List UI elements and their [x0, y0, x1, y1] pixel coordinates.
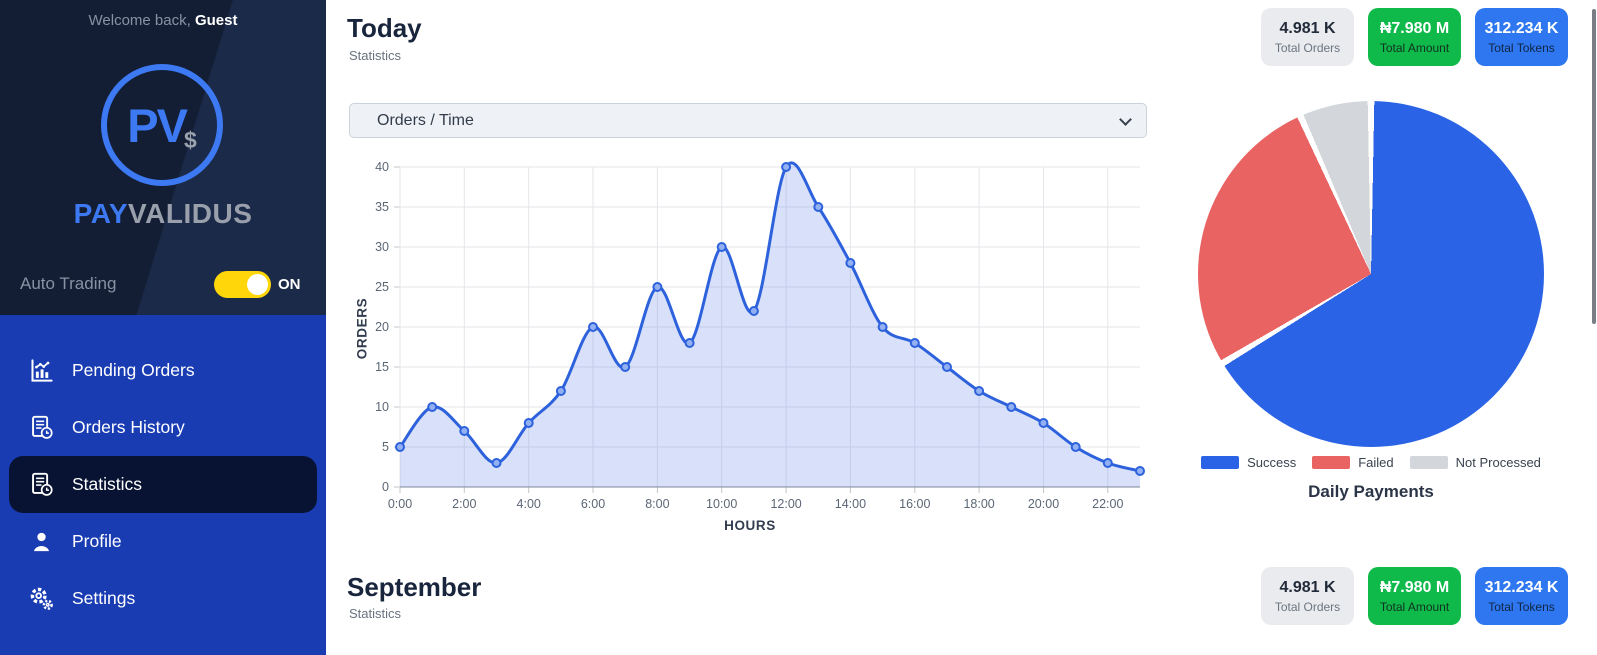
y-axis-label: ORDERS [354, 297, 370, 360]
svg-text:0: 0 [382, 480, 389, 494]
svg-text:16:00: 16:00 [899, 497, 930, 511]
legend-label: Success [1247, 455, 1297, 470]
total-orders-value: 4.981 K [1279, 19, 1336, 37]
total-tokens-value: 312.234 K [1484, 578, 1559, 596]
auto-trading-label: Auto Trading [20, 274, 117, 293]
sidebar-item-statistics[interactable]: Statistics [9, 456, 317, 513]
svg-text:18:00: 18:00 [963, 497, 994, 511]
today-stat-cards: 4.981 K Total Orders ₦7.980 M Total Amou… [1261, 8, 1568, 66]
total-amount-card: ₦7.980 M Total Amount [1368, 567, 1461, 625]
svg-text:15: 15 [375, 360, 389, 374]
today-section-title: Today [347, 13, 422, 43]
legend-item-success: Success [1201, 455, 1296, 470]
x-axis-label: HOURS [724, 518, 776, 533]
total-orders-value: 4.981 K [1279, 578, 1336, 596]
success-swatch [1201, 456, 1240, 469]
list-clock-icon [28, 414, 55, 441]
svg-text:22:00: 22:00 [1092, 497, 1123, 511]
sidebar: Welcome back, Guest PV $ PAYVALIDUS Auto … [0, 0, 326, 655]
total-tokens-card: 312.234 K Total Tokens [1475, 8, 1568, 66]
total-amount-card: ₦7.980 M Total Amount [1368, 8, 1461, 66]
sidebar-item-orders-history[interactable]: Orders History [9, 399, 317, 456]
toggle-knob [247, 274, 268, 295]
total-orders-label: Total Orders [1274, 599, 1341, 614]
sidebar-header: Welcome back, Guest PV $ PAYVALIDUS Auto … [0, 0, 326, 315]
chart-type-select[interactable]: Orders / Time [349, 103, 1147, 138]
legend-item-not-processed: Not Processed [1409, 455, 1541, 470]
svg-text:35: 35 [375, 200, 389, 214]
sidebar-item-settings[interactable]: Settings [9, 570, 317, 627]
total-orders-card: 4.981 K Total Orders [1261, 567, 1354, 625]
sidebar-item-label: Statistics [72, 474, 143, 494]
orders-line-chart: 0 5 10 15 20 25 30 35 40 0:00 2:00 4:00 6:00 8:00 10:0… [375, 160, 1145, 511]
welcome-username: Guest [194, 12, 238, 29]
total-tokens-card: 312.234 K Total Tokens [1475, 567, 1568, 625]
chevron-down-icon [1119, 113, 1132, 126]
total-amount-label: Total Amount [1379, 40, 1450, 55]
svg-text:25: 25 [375, 280, 389, 294]
sidebar-item-label: Settings [72, 588, 136, 608]
svg-text:14:00: 14:00 [835, 497, 866, 511]
logo-dollar-sign: $ [183, 126, 197, 153]
daily-payments-pie-chart [1198, 101, 1544, 447]
list-clock-icon [28, 471, 55, 498]
brand-name: PAYVALIDUS [73, 198, 253, 229]
total-orders-label: Total Orders [1274, 40, 1341, 55]
welcome-text: Welcome back, Guest [0, 12, 326, 29]
sidebar-item-pending-orders[interactable]: Pending Orders [9, 342, 317, 399]
legend-item-failed: Failed [1312, 455, 1394, 470]
total-amount-value: ₦7.980 M [1379, 578, 1450, 596]
sidebar-item-profile[interactable]: Profile [9, 513, 317, 570]
svg-text:2:00: 2:00 [452, 497, 476, 511]
svg-text:20:00: 20:00 [1028, 497, 1059, 511]
total-tokens-label: Total Tokens [1488, 599, 1555, 614]
svg-text:10: 10 [375, 400, 389, 414]
user-icon [28, 528, 55, 555]
legend-label: Failed [1358, 455, 1394, 470]
gears-icon [28, 585, 55, 612]
today-section-subtitle: Statistics [349, 48, 402, 63]
scrollbar-thumb[interactable] [1592, 9, 1596, 324]
svg-text:8:00: 8:00 [645, 497, 669, 511]
not-processed-swatch [1409, 456, 1448, 469]
svg-text:5: 5 [382, 440, 389, 454]
svg-text:10:00: 10:00 [706, 497, 737, 511]
svg-text:0:00: 0:00 [388, 497, 412, 511]
svg-text:30: 30 [375, 240, 389, 254]
auto-trading-toggle[interactable] [214, 271, 271, 298]
sidebar-item-label: Pending Orders [72, 360, 195, 380]
september-section-title: September [347, 572, 482, 602]
legend-label: Not Processed [1455, 455, 1541, 470]
bar-chart-icon [28, 357, 55, 384]
total-tokens-value: 312.234 K [1484, 19, 1559, 37]
sidebar-item-label: Profile [72, 531, 122, 551]
chart-type-select-value: Orders / Time [377, 111, 474, 129]
svg-text:4:00: 4:00 [517, 497, 541, 511]
svg-text:12:00: 12:00 [770, 497, 801, 511]
payvalidus-logo: PV $ [101, 64, 223, 186]
logo-letters: PV [127, 98, 188, 152]
total-orders-card: 4.981 K Total Orders [1261, 8, 1354, 66]
pie-chart-title: Daily Payments [1308, 482, 1434, 501]
svg-text:40: 40 [375, 160, 389, 174]
svg-text:20: 20 [375, 320, 389, 334]
september-section-subtitle: Statistics [349, 606, 402, 621]
welcome-prefix: Welcome back, [88, 12, 195, 29]
svg-text:6:00: 6:00 [581, 497, 605, 511]
total-tokens-label: Total Tokens [1488, 40, 1555, 55]
sidebar-item-label: Orders History [72, 417, 185, 437]
failed-swatch [1312, 456, 1351, 469]
auto-trading-state: ON [278, 276, 301, 293]
september-stat-cards: 4.981 K Total Orders ₦7.980 M Total Amou… [1261, 567, 1568, 625]
total-amount-label: Total Amount [1379, 599, 1450, 614]
pie-legend: Success Failed Not Processed [1188, 455, 1554, 470]
sidebar-menu: Pending Orders Orders History Statistics… [0, 315, 326, 655]
total-amount-value: ₦7.980 M [1379, 19, 1450, 37]
